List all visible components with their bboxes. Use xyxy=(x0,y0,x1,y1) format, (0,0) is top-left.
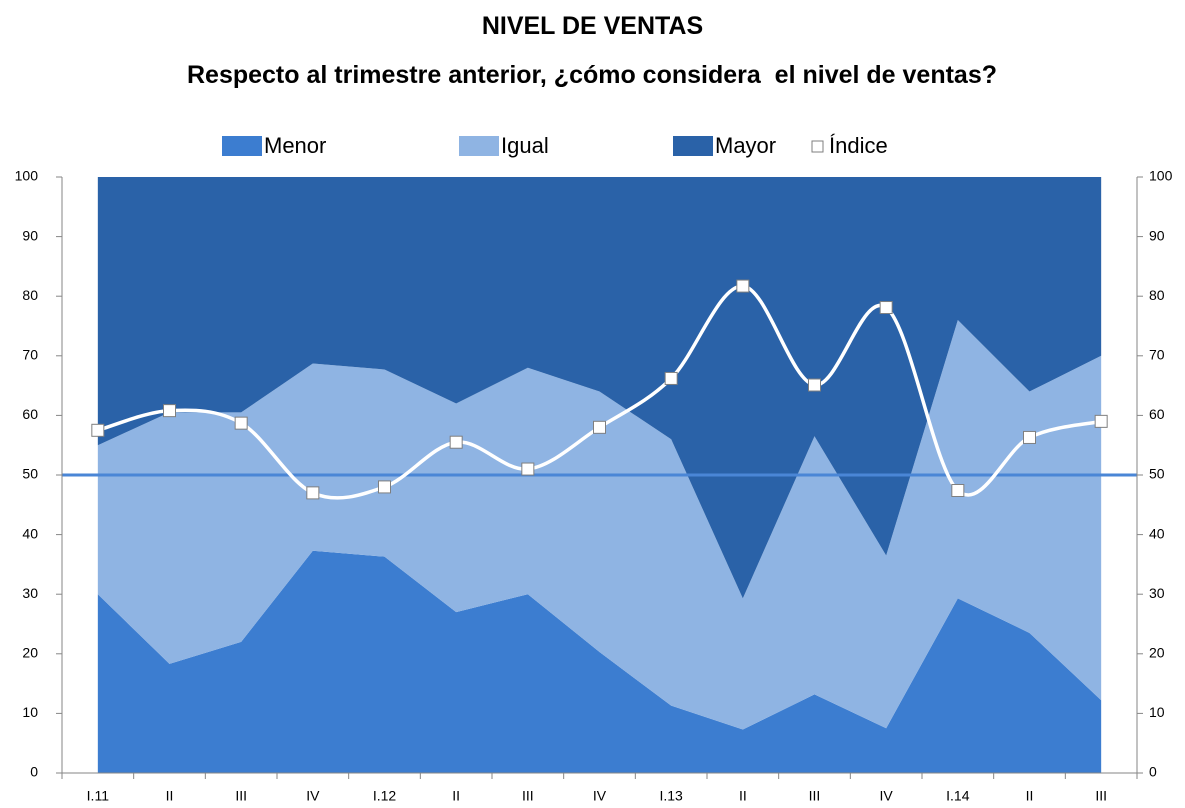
x-tick-label: II xyxy=(1026,788,1034,804)
y2-tick-label: 0 xyxy=(1149,764,1157,780)
y2-tick-label: 60 xyxy=(1149,406,1165,422)
point xyxy=(736,279,750,293)
point xyxy=(1023,430,1036,444)
y-tick-label: 70 xyxy=(22,347,38,363)
point xyxy=(593,420,606,434)
y2-tick-label: 50 xyxy=(1149,466,1165,482)
x-tick-label: III xyxy=(522,788,534,804)
chart-subtitle: Respecto al trimestre anterior, ¿cómo co… xyxy=(186,61,997,89)
legend-label: Índice xyxy=(829,133,888,158)
legend-label: Igual xyxy=(501,133,549,158)
point xyxy=(163,404,176,418)
y-tick-label: 20 xyxy=(22,645,38,661)
y2-tick-label: 40 xyxy=(1149,525,1165,541)
point xyxy=(951,483,965,497)
area xyxy=(97,177,1102,599)
point xyxy=(664,371,678,385)
chart-title: NIVEL DE VENTAS xyxy=(481,12,704,40)
y-tick-label: 80 xyxy=(22,287,38,303)
y2-tick-label: 80 xyxy=(1149,287,1165,303)
y-tick-label: 50 xyxy=(22,466,38,482)
y-tick-label: 10 xyxy=(22,704,38,720)
y-tick-label: 90 xyxy=(22,227,38,243)
point xyxy=(449,435,463,449)
legend-swatch xyxy=(459,136,499,156)
x-tick-label: I.11 xyxy=(87,788,110,804)
y2-tick-label: 90 xyxy=(1149,227,1165,243)
x-tick-label: III xyxy=(235,788,247,804)
legend-label: Menor xyxy=(264,133,326,158)
y2-tick-label: 30 xyxy=(1149,585,1165,601)
point xyxy=(91,423,105,437)
area xyxy=(97,320,1102,730)
legend-swatch xyxy=(222,136,262,156)
point xyxy=(521,462,535,476)
x-tick-label: IV xyxy=(593,788,607,804)
x-tick-label: I.14 xyxy=(946,788,970,804)
legend-swatch xyxy=(673,136,713,156)
line xyxy=(97,284,1102,500)
y2-tick-label: 100 xyxy=(1149,168,1173,184)
y-tick-label: 60 xyxy=(22,406,38,422)
x-tick-label: III xyxy=(809,788,821,804)
area xyxy=(97,550,1102,773)
point xyxy=(808,378,821,392)
y-tick-label: 30 xyxy=(22,585,38,601)
legend-label: Mayor xyxy=(715,133,776,158)
point xyxy=(378,480,391,494)
y2-tick-label: 20 xyxy=(1149,645,1165,661)
y-tick-label: 40 xyxy=(22,525,38,541)
x-tick-label: II xyxy=(166,788,174,804)
point xyxy=(879,301,893,315)
y2-tick-label: 10 xyxy=(1149,704,1165,720)
x-tick-label: II xyxy=(452,788,460,804)
legend-swatch xyxy=(811,140,824,153)
point xyxy=(306,486,320,500)
x-tick-label: IV xyxy=(880,788,894,804)
y2-tick-label: 70 xyxy=(1149,347,1165,363)
x-tick-label: IV xyxy=(306,788,320,804)
x-tick-label: I.13 xyxy=(659,788,683,804)
y-tick-label: 100 xyxy=(15,168,39,184)
point xyxy=(1094,414,1108,428)
y-tick-label: 0 xyxy=(30,764,38,780)
x-tick-label: I.12 xyxy=(373,788,397,804)
x-tick-label: III xyxy=(1095,788,1107,804)
point xyxy=(234,416,248,430)
x-tick-label: II xyxy=(739,788,747,804)
